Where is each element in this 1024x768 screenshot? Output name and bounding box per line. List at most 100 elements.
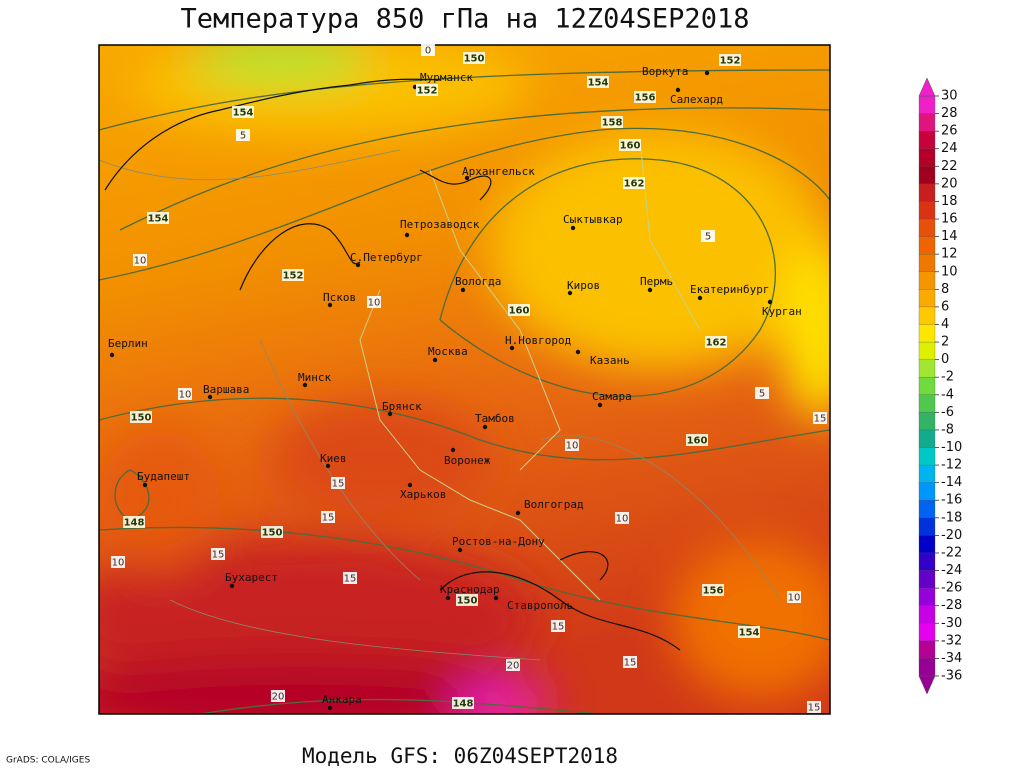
colorbar-swatch [918,218,936,238]
colorbar-swatch [918,95,936,115]
city-label: Тамбов [475,412,515,425]
contour-label-box [506,659,520,671]
colorbar-swatch [918,271,936,290]
colorbar-tick-label: 26 [941,124,958,139]
city-dot [493,595,499,601]
contour-label: 150 [457,596,478,607]
city-dot [355,262,361,268]
colorbar-tick-label: 24 [941,141,958,156]
colorbar-tick-label: 16 [941,212,958,227]
contour-label: 5 [705,232,711,243]
city-label: Курган [762,305,802,318]
colorbar-swatch [918,131,936,150]
colorbar-swatch [918,447,936,466]
contour-label: 15 [322,513,335,524]
colorbar-tick-label: 22 [941,159,958,174]
contour-label-box [623,177,645,189]
contour-label-box [705,336,727,348]
city-label: С.Петербург [350,251,423,264]
city-label: Архангельск [462,165,535,178]
contour-label-box [147,212,169,224]
colorbar-tick-label: -12 [941,458,962,473]
city-label: Минск [298,371,331,384]
contour-label-box [178,388,192,400]
city-label: Мурманск [420,71,473,84]
city-dot [704,70,710,76]
city-dot [432,357,438,363]
contour-label-box [755,387,769,399]
contour-label-box [702,584,724,596]
city-dot [460,287,466,293]
isohypses [99,69,830,714]
colorbar-tick-label: -24 [941,563,962,578]
colorbar-tick-label: -10 [941,440,962,455]
colorbar-swatch [918,377,936,396]
contour-label-box [416,84,438,96]
city-dot [457,547,463,553]
contour-label: 15 [552,622,565,633]
contour-label-box [236,129,250,141]
map [99,45,830,714]
contour-label: 152 [283,271,304,282]
city-label: Вологда [455,275,501,288]
contour-label: 15 [212,550,225,561]
colorbar-tick-label: -30 [941,616,962,631]
title: Температура 850 гПа на 12Z04SEP2018 [181,4,750,35]
contour-label: 152 [720,56,741,67]
contour-label-box [686,434,708,446]
contour-label-box [634,91,656,103]
city-dot [404,232,410,238]
colorbar-swatch [918,306,936,325]
contour-label: 10 [788,593,801,604]
colorbar-swatch [918,341,936,361]
contour-label-box [211,548,225,560]
city-dot [464,175,470,181]
contour-label: 148 [124,518,145,529]
colorbar-swatch [918,254,936,273]
colorbar-arrow-bottom [918,675,936,695]
contour-label: 162 [706,338,727,349]
city-label: Екатеринбург [690,283,769,296]
contour-label: 160 [509,306,530,317]
colorbar-tick-label: -14 [941,475,962,490]
colorbar-tick-label: -36 [941,669,962,684]
map-frame [98,44,831,715]
city-label: Краснодар [440,583,500,596]
city-dot [325,463,331,469]
colorbar-tick-label: 20 [941,176,958,191]
contour-label-box [565,439,579,451]
colorbar-swatch [918,324,936,343]
colorbar-tick-label: 10 [941,264,958,279]
colorbar-tick-label: 6 [941,299,949,314]
contour-label-box [133,254,147,266]
city-dot [567,290,573,296]
contour-label-box [421,44,435,56]
colorbar-tick-label: 12 [941,247,958,262]
city-label: Петрозаводск [400,218,480,231]
contour-label: 15 [808,703,821,714]
colorbar-tick-label: 2 [941,335,949,350]
colorbar-swatch [918,148,936,167]
city-label: Салехард [670,93,723,106]
colorbar-tick-label: -32 [941,633,962,648]
contour-label: 148 [453,699,474,710]
city-dot [327,302,333,308]
colorbar-tick-label: -26 [941,581,962,596]
city-dot [675,87,681,93]
colorbar-tick-label: -4 [941,387,954,402]
contour-label: 0 [425,46,431,57]
contour-label-box [719,54,741,66]
colorbar-swatch [918,658,936,677]
city-label: Псков [323,291,356,304]
contour-label-box [623,656,637,668]
colorbar-swatch [918,289,936,308]
contour-label: 150 [262,528,283,539]
city-label: Ростов-на-Дону [452,535,545,548]
contour-label-box [551,620,565,632]
city-label: Сыктывкар [563,213,623,226]
contour-label: 15 [814,414,827,425]
city-label: Казань [590,354,630,367]
city-label: Брянск [382,400,422,413]
contour-label: 150 [464,54,485,65]
colorbar-swatch [918,359,936,378]
